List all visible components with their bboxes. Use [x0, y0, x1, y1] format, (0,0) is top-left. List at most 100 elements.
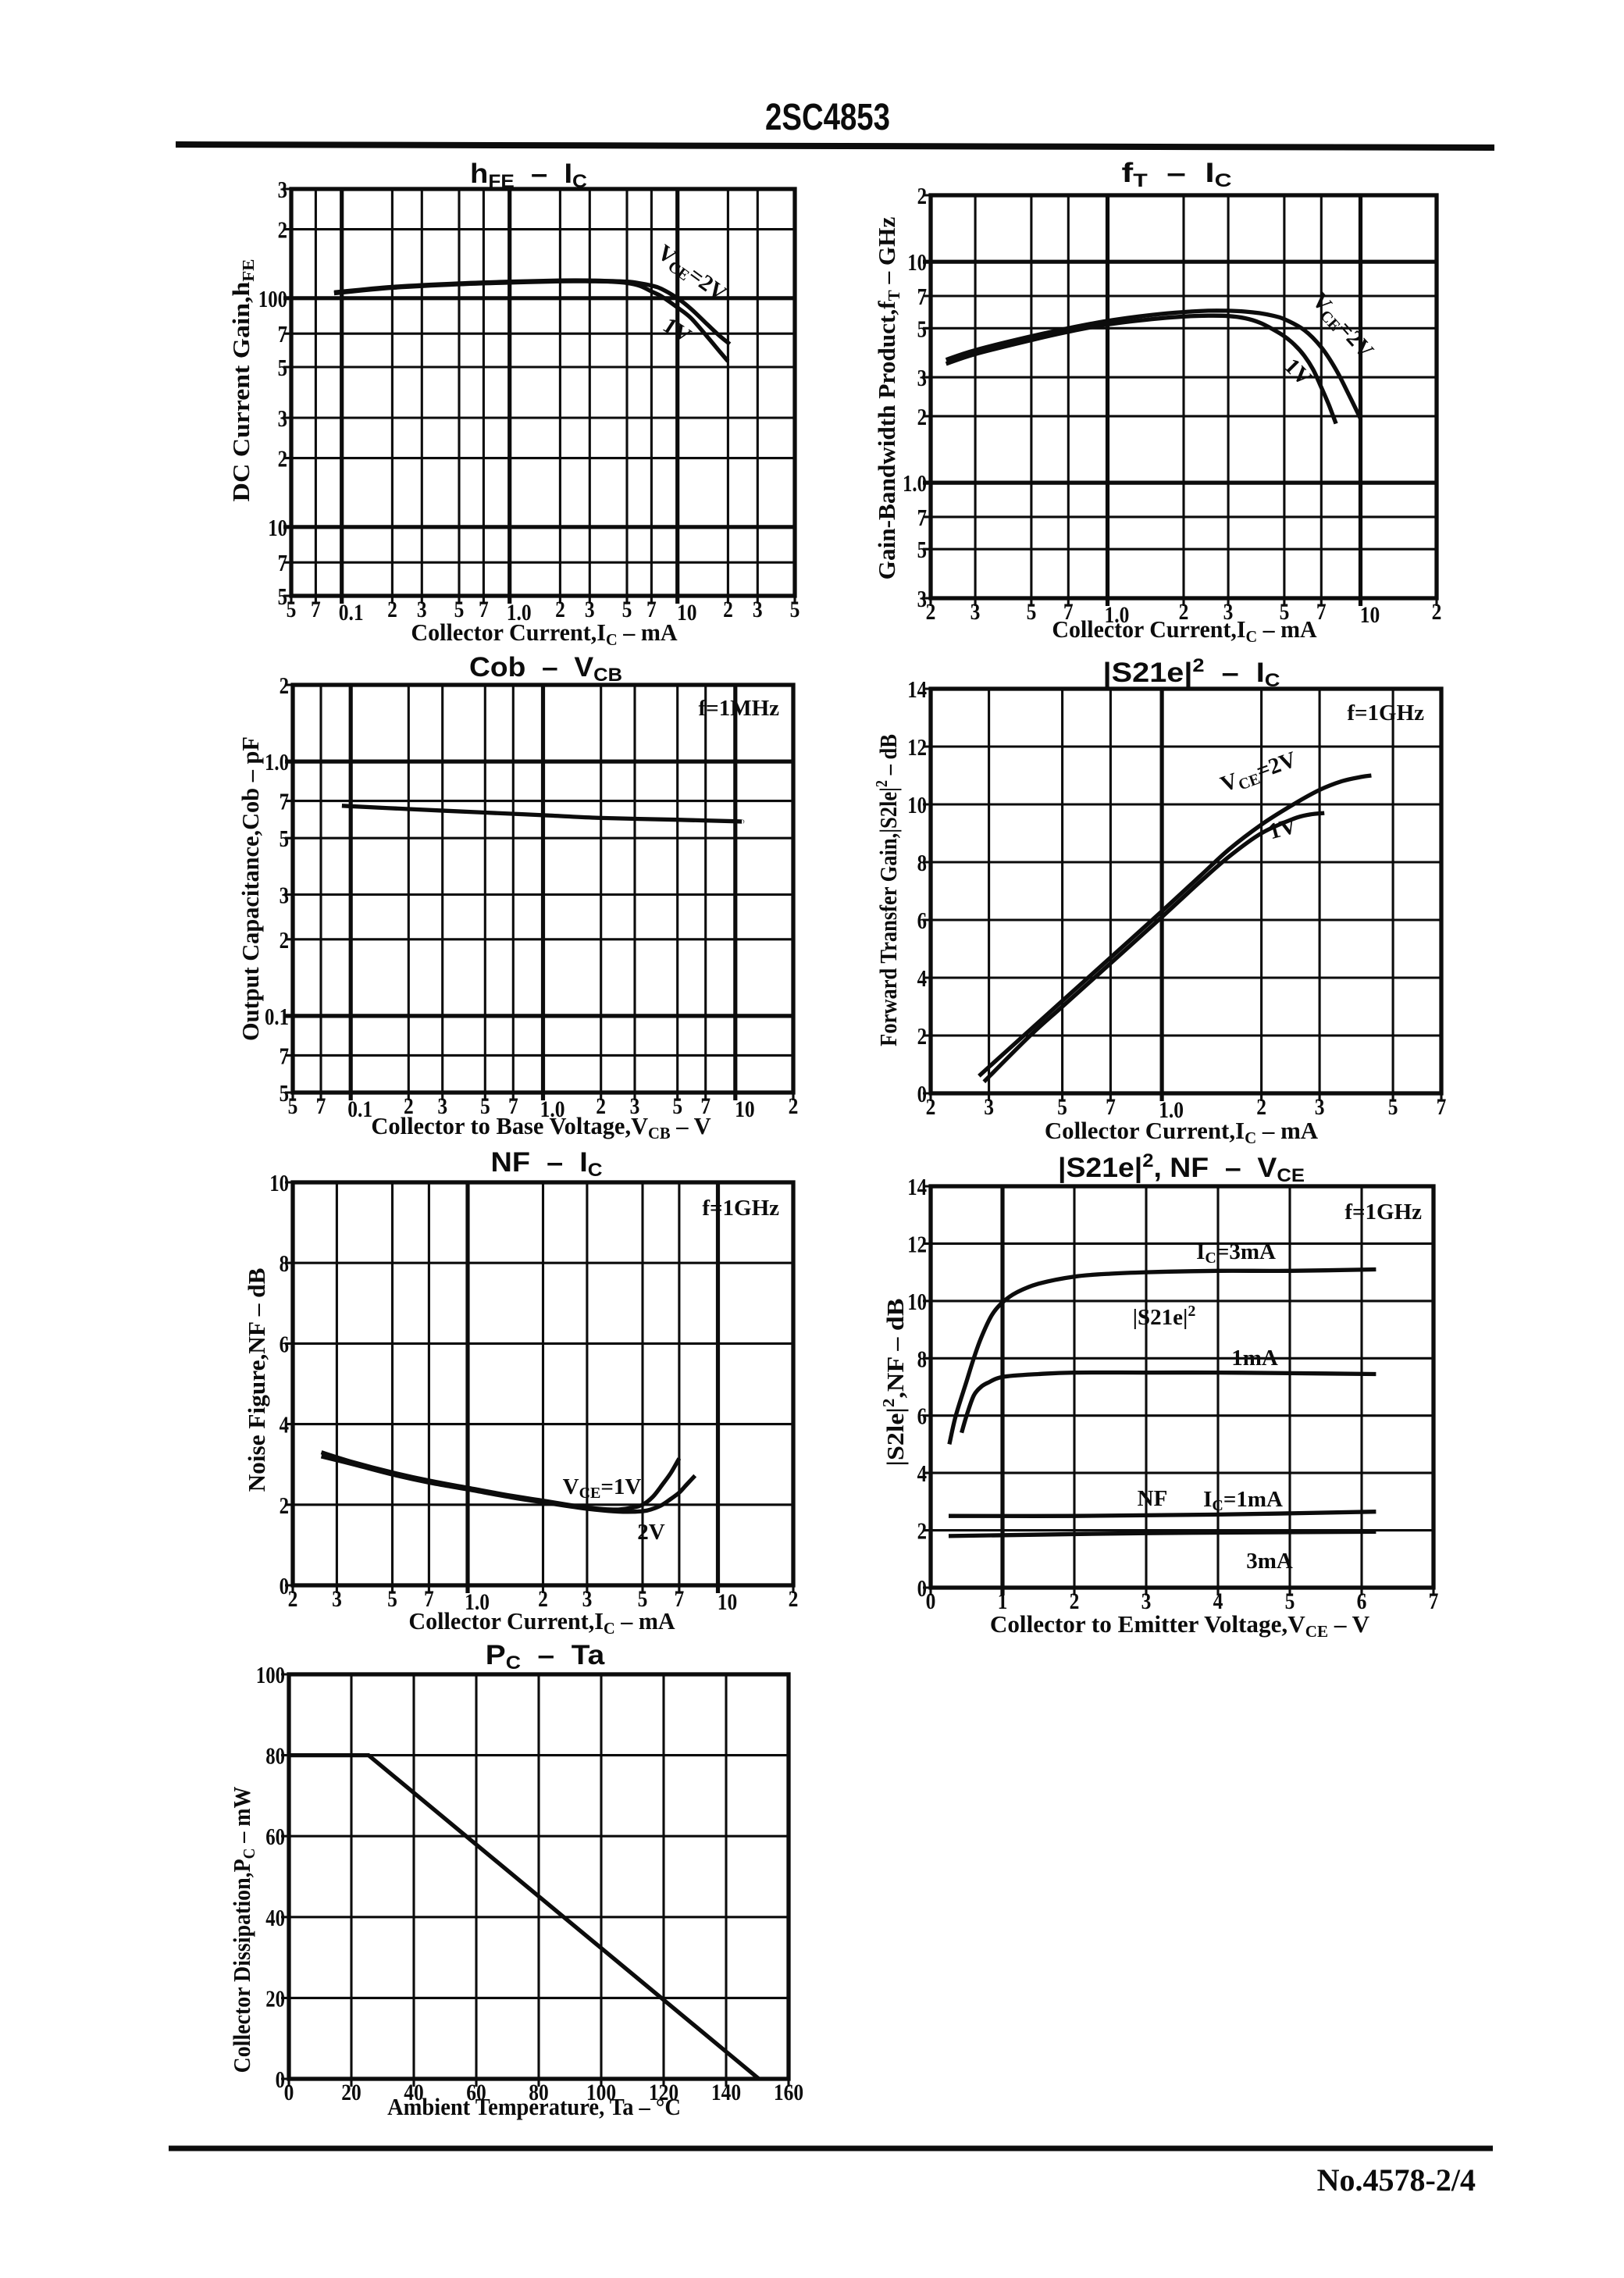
svg-text:4: 4	[280, 1412, 289, 1438]
svg-text:Collector Current,IC​ – mA: Collector Current,IC​ – mA	[408, 1608, 675, 1638]
svg-text:3: 3	[970, 599, 981, 625]
svg-text:7: 7	[917, 283, 927, 310]
svg-text:100: 100	[258, 286, 287, 312]
svg-text:7: 7	[1106, 1094, 1116, 1120]
svg-text:40: 40	[404, 2080, 423, 2105]
svg-text:20: 20	[341, 2080, 361, 2105]
svg-text:2: 2	[555, 597, 565, 622]
svg-text:Collector Dissipation,PC​ – mW: Collector Dissipation,PC​ – mW	[230, 1786, 259, 2073]
svg-text:0: 0	[917, 1575, 927, 1602]
svg-text:2: 2	[789, 1093, 799, 1119]
svg-text:2: 2	[538, 1586, 548, 1612]
svg-text:5: 5	[1057, 1094, 1067, 1120]
svg-text:10: 10	[735, 1096, 754, 1122]
svg-text:2: 2	[404, 1093, 414, 1119]
svg-text:2: 2	[278, 446, 287, 472]
svg-text:3: 3	[417, 597, 427, 622]
svg-text:5: 5	[672, 1093, 682, 1119]
svg-text:4: 4	[1213, 1588, 1223, 1614]
svg-text:2: 2	[596, 1093, 606, 1119]
svg-text:20: 20	[265, 1986, 285, 2012]
svg-text:10: 10	[1360, 602, 1380, 628]
svg-text:10: 10	[907, 250, 927, 276]
svg-text:0: 0	[926, 1588, 936, 1614]
svg-text:2: 2	[917, 404, 927, 430]
svg-text:5: 5	[1285, 1588, 1295, 1614]
svg-text:3: 3	[437, 1093, 447, 1119]
svg-text:5: 5	[287, 597, 297, 622]
svg-text:3: 3	[917, 365, 927, 392]
svg-text:|S21e|2​ – IC​: |S21e|2​ – IC​	[1103, 655, 1280, 690]
svg-text:5: 5	[454, 597, 465, 622]
svg-text:80: 80	[265, 1743, 285, 1770]
svg-text:0.1: 0.1	[339, 600, 364, 626]
svg-text:7: 7	[917, 504, 927, 531]
svg-text:7: 7	[508, 1093, 518, 1119]
svg-text:5: 5	[278, 355, 287, 381]
svg-text:2: 2	[1070, 1588, 1080, 1614]
svg-text:Collector Current,IC​ – mA: Collector Current,IC​ – mA	[411, 619, 677, 649]
svg-text:|S21e|2​: |S21e|2​	[1133, 1303, 1196, 1330]
svg-text:7: 7	[278, 551, 287, 577]
svg-text:2: 2	[387, 597, 397, 622]
svg-text:1.0: 1.0	[540, 1096, 565, 1122]
svg-text:DC Current Gain,hFE​: DC Current Gain,hFE​	[228, 259, 258, 502]
svg-text:2: 2	[288, 1586, 298, 1612]
svg-text:5: 5	[917, 316, 927, 343]
svg-text:0: 0	[280, 1573, 289, 1599]
svg-text:12: 12	[907, 734, 927, 761]
svg-text:NF: NF	[1138, 1486, 1168, 1511]
svg-text:60: 60	[466, 2080, 486, 2105]
svg-text:10: 10	[677, 600, 696, 626]
svg-text:7: 7	[311, 597, 321, 622]
svg-text:10: 10	[269, 1170, 289, 1196]
svg-text:1.0: 1.0	[265, 750, 289, 776]
svg-text:5: 5	[278, 583, 287, 610]
svg-text:3: 3	[585, 597, 595, 622]
svg-text:3: 3	[1223, 599, 1234, 625]
svg-text:5: 5	[480, 1093, 490, 1119]
svg-text:2: 2	[280, 1492, 289, 1519]
svg-text:0.1: 0.1	[265, 1004, 289, 1030]
svg-text:f=1GHz: f=1GHz	[702, 1196, 779, 1221]
svg-text:7: 7	[479, 597, 489, 622]
svg-text:f=1MHz: f=1MHz	[699, 696, 780, 721]
svg-text:2V: 2V	[637, 1520, 665, 1545]
svg-text:|S21e|2​, NF – VCE​: |S21e|2​, NF – VCE​	[1058, 1151, 1305, 1186]
svg-text:5: 5	[280, 1080, 289, 1107]
svg-text:5: 5	[790, 597, 800, 622]
svg-text:100: 100	[256, 1662, 285, 1688]
svg-text:7: 7	[280, 789, 289, 815]
svg-text:0: 0	[284, 2080, 294, 2105]
svg-text:2: 2	[917, 1023, 927, 1050]
svg-text:No.4578-2/4: No.4578-2/4	[1317, 2162, 1476, 2198]
svg-text:5: 5	[1027, 599, 1037, 625]
svg-text:PC​ – Ta: PC​ – Ta	[486, 1640, 605, 1674]
svg-text:100: 100	[586, 2080, 616, 2105]
svg-text:2: 2	[280, 672, 289, 699]
svg-text:10: 10	[907, 1289, 927, 1315]
svg-text:Output Capacitance,Cob – pF: Output Capacitance,Cob – pF	[237, 736, 264, 1041]
svg-text:7: 7	[278, 322, 287, 348]
svg-text:1.0: 1.0	[903, 471, 927, 497]
svg-text:60: 60	[265, 1824, 285, 1851]
svg-text:5: 5	[917, 537, 927, 564]
svg-text:VCE​=1V: VCE​=1V	[563, 1474, 642, 1502]
svg-text:3: 3	[332, 1586, 342, 1612]
svg-text:10: 10	[268, 515, 287, 541]
svg-text:80: 80	[529, 2080, 548, 2105]
svg-text:160: 160	[774, 2080, 803, 2105]
svg-text:2: 2	[280, 927, 289, 954]
svg-text:8: 8	[917, 850, 927, 876]
svg-text:1.0: 1.0	[1159, 1097, 1184, 1123]
svg-text:4: 4	[917, 965, 927, 992]
svg-text:120: 120	[649, 2080, 678, 2105]
svg-text:2: 2	[1432, 599, 1442, 625]
svg-text:6: 6	[917, 1403, 927, 1430]
svg-text:Cob – VCB​: Cob – VCB​	[469, 651, 622, 686]
svg-text:3: 3	[630, 1093, 640, 1119]
svg-text:2: 2	[278, 217, 287, 244]
svg-text:2: 2	[1179, 599, 1189, 625]
svg-text:10: 10	[907, 792, 927, 818]
svg-text:6: 6	[280, 1332, 289, 1358]
